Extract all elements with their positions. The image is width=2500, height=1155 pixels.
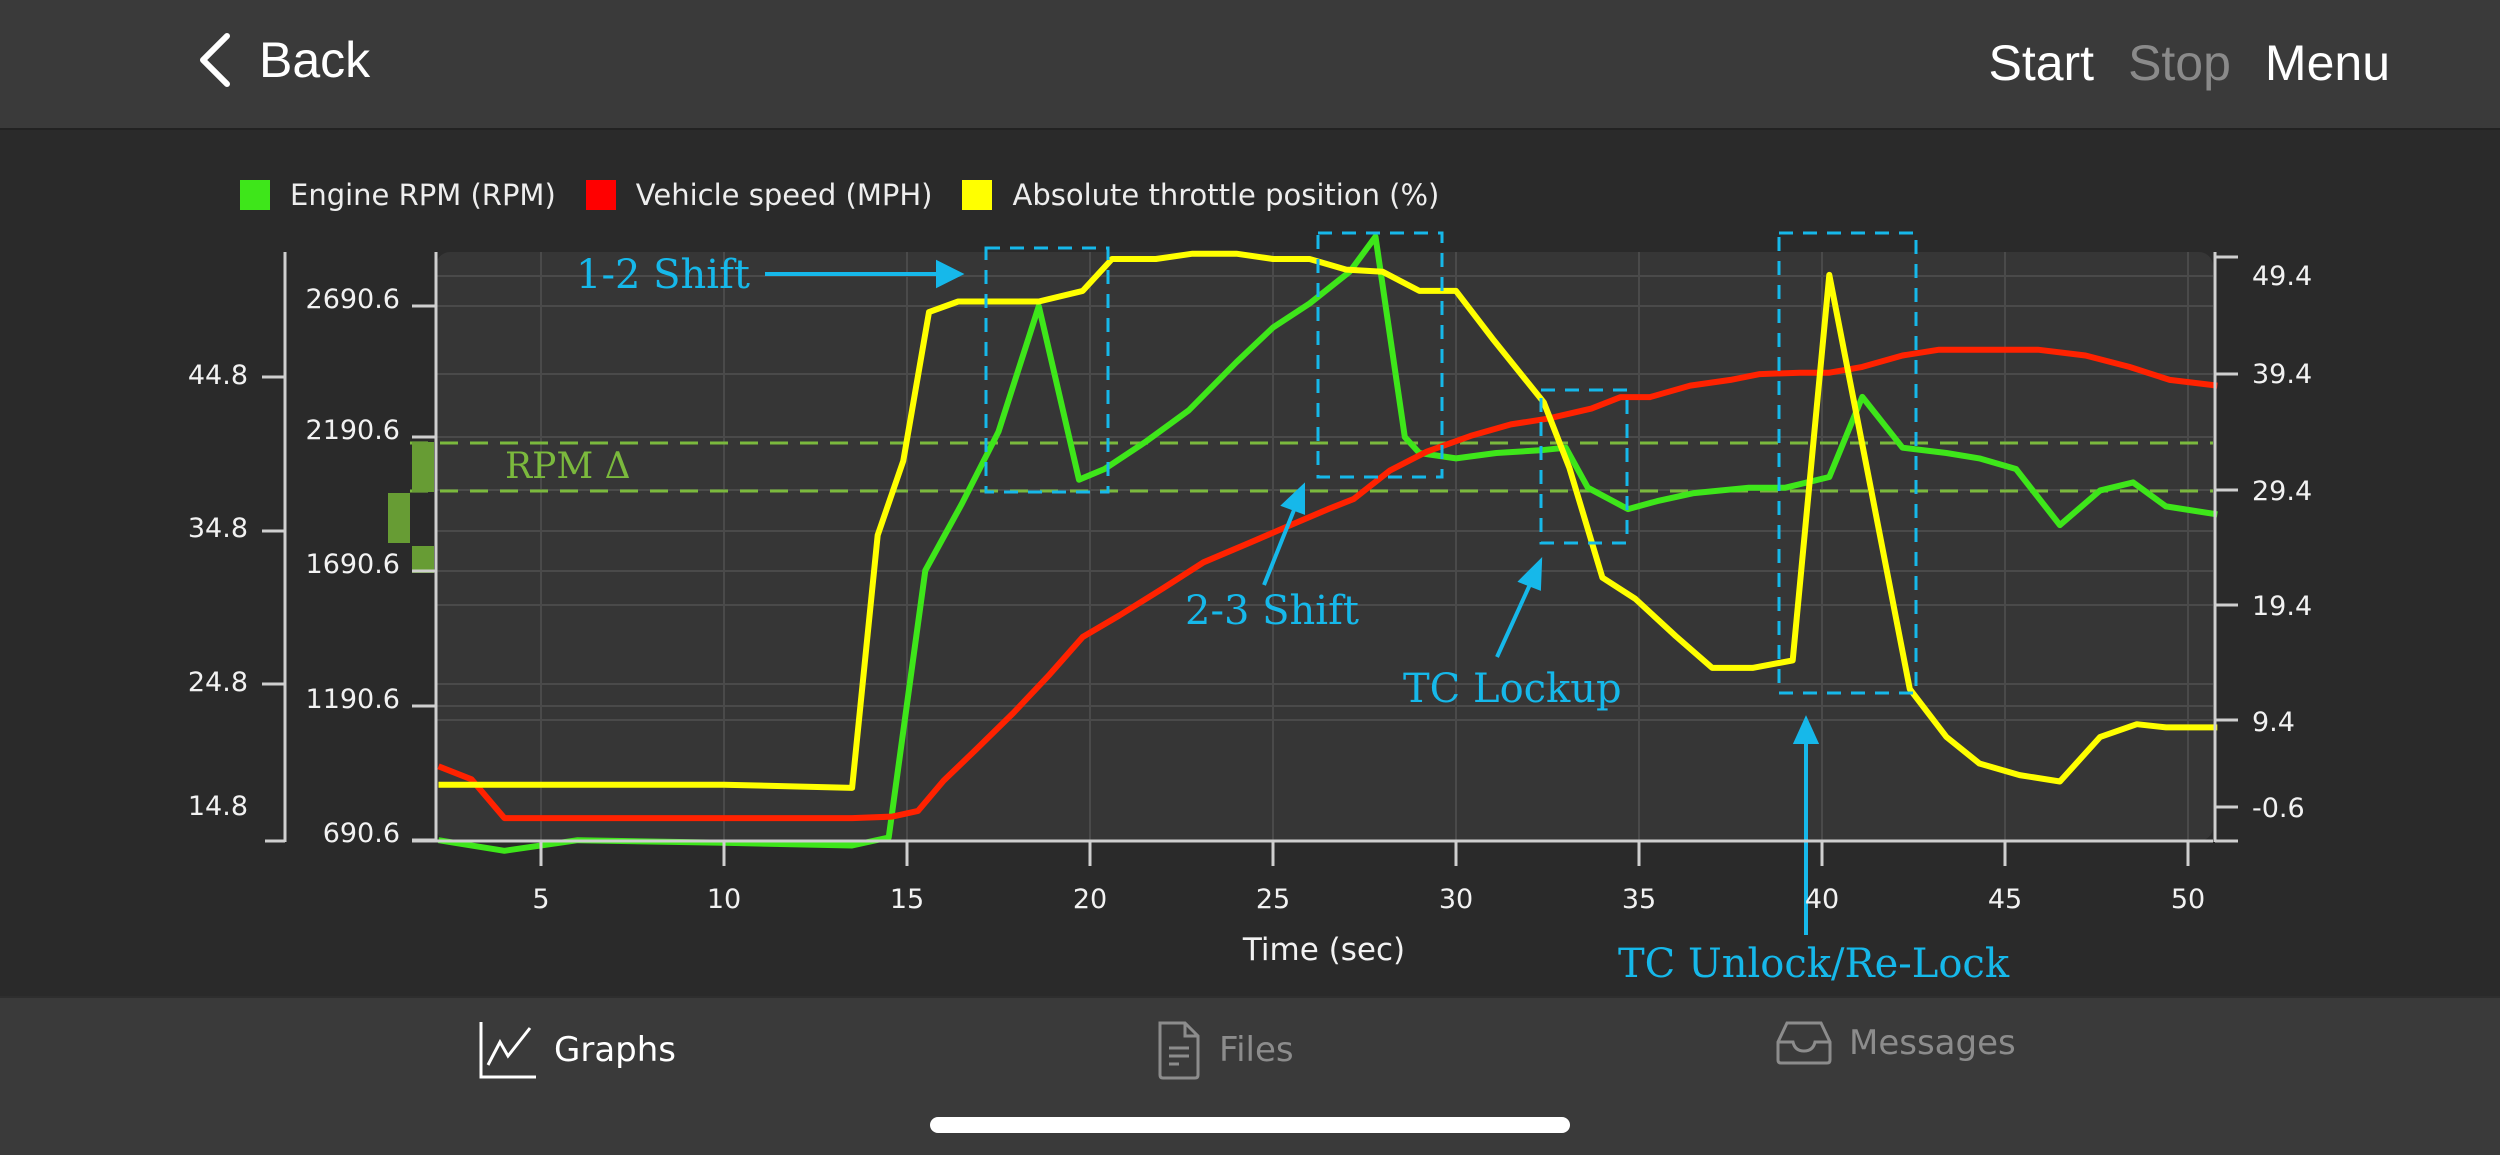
chevron-left-icon: [200, 33, 230, 87]
tc-lockup-label: TC Lockup: [1403, 666, 1622, 712]
tab-messages-label: Messages: [1849, 1023, 2016, 1063]
tab-files[interactable]: Files: [1155, 1020, 1294, 1080]
bottom-tab-bar: Graphs Files Messages: [0, 996, 2500, 1155]
stop-button[interactable]: Stop: [2128, 35, 2231, 91]
tc-unlock-box: [1777, 231, 1918, 695]
svg-text:9.4: 9.4: [2252, 707, 2295, 738]
line-chart[interactable]: RPM Δ 1-2 Shift 2-3 Shift TC Lockup TC U…: [0, 0, 2500, 996]
chart-legend: Engine RPM (RPM) Vehicle speed (MPH) Abs…: [240, 178, 1469, 212]
tc-unlock-label: TC Unlock/Re-Lock: [1618, 941, 2010, 987]
grid-lines: [436, 252, 2213, 840]
line-chart-icon: [479, 1022, 536, 1079]
tab-graphs-label: Graphs: [554, 1030, 677, 1070]
legend-label-rpm: Engine RPM (RPM): [290, 178, 556, 212]
legend-item-throttle[interactable]: Absolute throttle position (%): [962, 178, 1439, 212]
top-nav-bar: Back Start Stop Menu: [0, 0, 2500, 130]
tab-graphs[interactable]: Graphs: [478, 1020, 676, 1080]
back-button[interactable]: Back: [195, 30, 370, 90]
svg-text:49.4: 49.4: [2252, 261, 2312, 292]
svg-text:690.6: 690.6: [323, 818, 400, 849]
legend-swatch-speed: [585, 180, 616, 210]
svg-text:35: 35: [1622, 884, 1656, 915]
inbox-tray-icon: [1776, 1021, 1832, 1065]
home-indicator[interactable]: [930, 1117, 1570, 1133]
legend-swatch-throttle: [962, 180, 993, 210]
plot-area: [436, 252, 2213, 841]
svg-text:10: 10: [707, 884, 741, 915]
x-axis-title: Time (sec): [1242, 932, 1405, 968]
shift23-label: 2-3 Shift: [1185, 588, 1359, 634]
svg-text:-0.6: -0.6: [2252, 793, 2305, 824]
svg-text:50: 50: [2171, 884, 2205, 915]
series-line-2: [438, 250, 2218, 791]
series-group: [437, 233, 2218, 854]
series-line-1: [437, 346, 2218, 822]
svg-text:39.4: 39.4: [2252, 359, 2312, 390]
svg-text:15: 15: [890, 884, 924, 915]
legend-item-rpm[interactable]: Engine RPM (RPM): [240, 178, 556, 212]
document-icon: [1158, 1021, 1200, 1080]
svg-text:1190.6: 1190.6: [306, 684, 400, 715]
rpm-delta-label: RPM Δ: [505, 446, 631, 487]
back-label: Back: [259, 32, 371, 88]
annotation-boxes: [984, 231, 1918, 695]
svg-text:2190.6: 2190.6: [306, 415, 400, 446]
legend-label-throttle: Absolute throttle position (%): [1012, 178, 1440, 212]
svg-text:14.8: 14.8: [188, 791, 248, 822]
tick-labels: 5 10 15 20 25 30 35 40 45 50 2690.6 2190.6 1690.6 119…: [188, 261, 2312, 915]
svg-text:19.4: 19.4: [2252, 591, 2312, 622]
svg-text:24.8: 24.8: [188, 667, 248, 698]
svg-text:1690.6: 1690.6: [306, 549, 400, 580]
annotation-arrows: [765, 259, 1820, 935]
svg-text:20: 20: [1073, 884, 1107, 915]
start-button[interactable]: Start: [1988, 35, 2095, 91]
axes: [265, 252, 2238, 843]
svg-text:29.4: 29.4: [2252, 476, 2312, 507]
series-line-0: [438, 233, 2218, 854]
menu-button[interactable]: Menu: [2264, 35, 2390, 91]
shift12-label: 1-2 Shift: [576, 252, 750, 298]
svg-text:5: 5: [532, 884, 549, 915]
shift23-box: [1316, 231, 1444, 479]
tab-files-label: Files: [1219, 1030, 1294, 1070]
svg-text:25: 25: [1256, 884, 1290, 915]
svg-text:34.8: 34.8: [188, 513, 248, 544]
svg-text:44.8: 44.8: [188, 360, 248, 391]
tab-messages[interactable]: Messages: [1775, 1020, 2016, 1066]
svg-text:40: 40: [1805, 884, 1839, 915]
legend-swatch-rpm: [240, 180, 270, 210]
shift12-box: [984, 246, 1110, 494]
svg-text:2690.6: 2690.6: [306, 284, 400, 315]
svg-text:30: 30: [1439, 884, 1473, 915]
svg-text:45: 45: [1988, 884, 2022, 915]
legend-item-speed[interactable]: Vehicle speed (MPH): [585, 178, 933, 212]
rpm-delta-band: RPM Δ: [388, 441, 2213, 573]
annotation-labels: 1-2 Shift 2-3 Shift TC Lockup TC Unlock/…: [576, 252, 2010, 987]
legend-label-speed: Vehicle speed (MPH): [635, 178, 933, 212]
tick-marks: [262, 255, 2238, 866]
